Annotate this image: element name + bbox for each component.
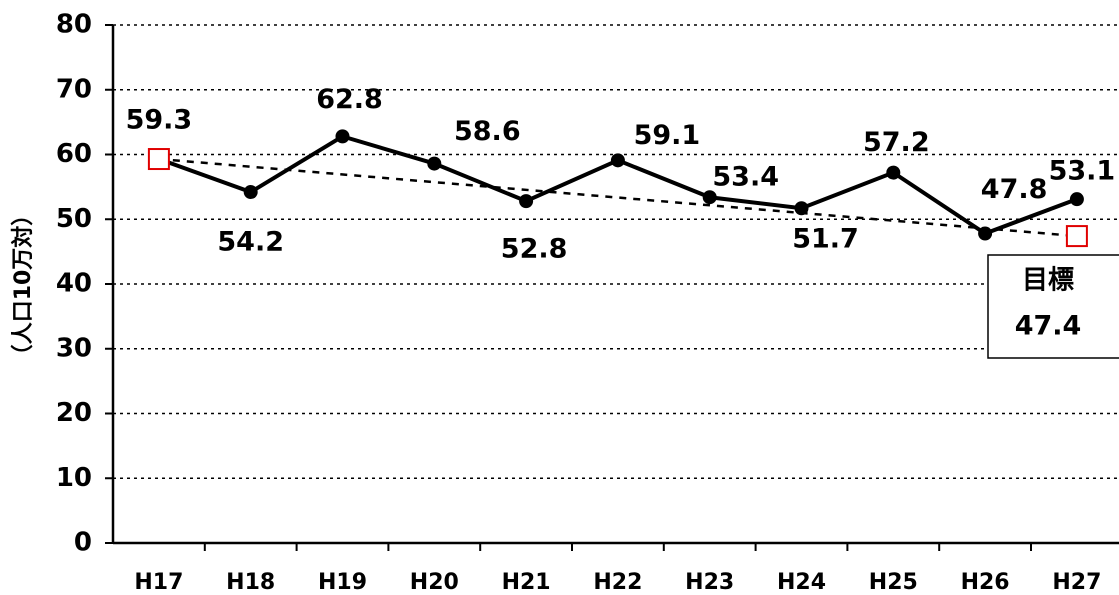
data-label: 58.6: [454, 116, 521, 147]
data-point: [794, 201, 809, 216]
y-tick-label: 40: [56, 269, 92, 299]
data-label: 53.1: [1049, 156, 1116, 187]
x-tick-label: H26: [961, 570, 1010, 595]
data-point: [243, 185, 258, 200]
start-marker: [147, 148, 170, 171]
y-tick-label: 20: [56, 398, 92, 428]
data-point: [335, 129, 350, 144]
data-label: 53.4: [712, 162, 779, 193]
y-tick-label: 0: [74, 528, 92, 558]
x-tick-label: H27: [1052, 570, 1101, 595]
data-label: 62.8: [316, 84, 383, 115]
x-tick-label: H21: [502, 570, 551, 595]
x-tick-label: H19: [318, 570, 367, 595]
y-tick-label: 10: [56, 463, 92, 493]
y-axis-label: （人口10万対）: [11, 204, 36, 367]
target-label: 目標: [1022, 266, 1074, 296]
data-point: [427, 156, 442, 171]
data-label: 57.2: [863, 127, 930, 158]
y-tick-label: 70: [56, 74, 92, 104]
x-tick-label: H25: [869, 570, 918, 595]
data-label: 52.8: [501, 234, 568, 265]
data-point: [610, 153, 625, 168]
data-label: 59.3: [126, 105, 193, 136]
data-label: 47.8: [981, 174, 1048, 205]
x-tick-label: H24: [777, 570, 826, 595]
target-value: 47.4: [1015, 311, 1082, 342]
data-point: [702, 190, 717, 205]
target-trend: [158, 157, 1078, 238]
data-label: 54.2: [217, 227, 284, 258]
data-point: [1069, 192, 1084, 207]
y-tick-label: 30: [56, 333, 92, 363]
data-point: [886, 165, 901, 180]
data-point: [978, 226, 993, 241]
target-marker: [1065, 225, 1088, 248]
data-point: [519, 194, 534, 209]
target-box: [987, 254, 1119, 359]
x-tick-label: H22: [593, 570, 642, 595]
y-tick-label: 80: [56, 10, 92, 40]
x-tick-label: H17: [134, 570, 183, 595]
data-label: 51.7: [792, 224, 859, 255]
x-tick-label: H18: [226, 570, 275, 595]
data-label: 59.1: [634, 120, 701, 151]
x-tick-label: H20: [410, 570, 459, 595]
y-tick-label: 60: [56, 139, 92, 169]
y-tick-label: 50: [56, 204, 92, 234]
x-tick-label: H23: [685, 570, 734, 595]
